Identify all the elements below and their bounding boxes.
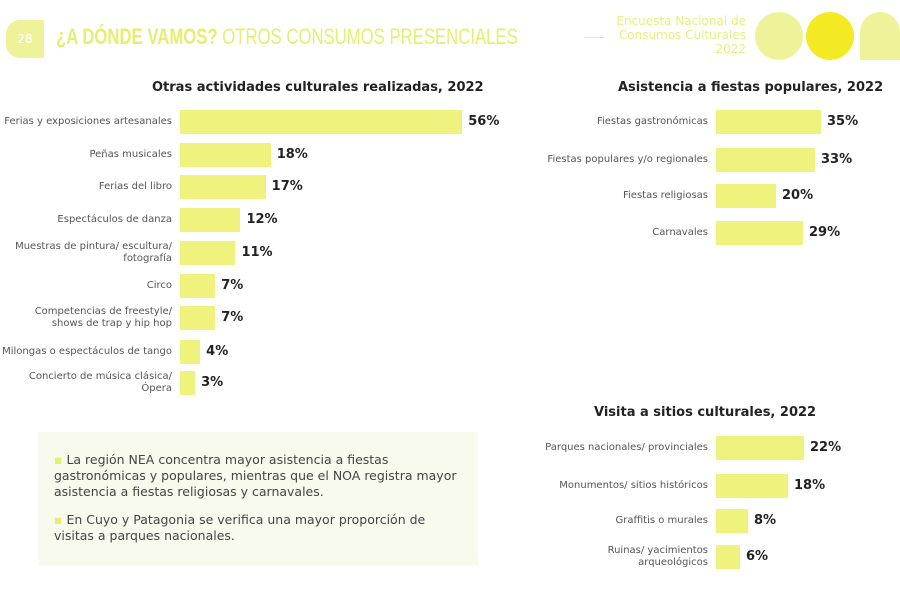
category-label: Peñas musicales (2, 143, 172, 167)
survey-line: 2022 (715, 42, 746, 56)
value-label: 18% (794, 478, 826, 493)
value-label: 7% (221, 310, 244, 325)
category-text: Circo (146, 280, 172, 291)
category-label: Fiestas gastronómicas (538, 110, 708, 134)
note-1: ▪ La región NEA concentra mayor asistenc… (54, 452, 462, 500)
category-text: Ruinas/ yacimientos arqueológicos (607, 545, 708, 568)
value-label: 12% (246, 212, 278, 227)
category-text: Monumentos/ sitios históricos (559, 480, 708, 491)
bar (716, 545, 740, 569)
highlights-box: ▪ La región NEA concentra mayor asistenc… (38, 432, 478, 566)
bullet-icon: ▪ (54, 512, 67, 527)
bar (716, 148, 815, 172)
bar (180, 175, 266, 199)
category-text: Concierto de música clásica/Ópera (28, 371, 172, 394)
category-label: Fiestas populares y/o regionales (538, 148, 708, 172)
bar (716, 110, 821, 134)
value-label: 4% (206, 344, 229, 359)
value-label: 20% (782, 188, 814, 203)
category-text: Milongas o espectáculos de tango (2, 346, 172, 357)
value-label: 6% (746, 549, 769, 564)
value-label: 8% (754, 513, 777, 528)
note-2: ▪ En Cuyo y Patagonia se verifica una ma… (54, 512, 462, 544)
category-label: Carnavales (538, 221, 708, 245)
note-text: La región NEA concentra mayor asistencia… (54, 452, 457, 499)
value-label: 56% (468, 114, 500, 129)
bar (716, 184, 776, 208)
page-title: ¿A DÓNDE VAMOS? OTROS CONSUMOS PRESENCIA… (56, 24, 518, 50)
value-label: 3% (201, 375, 224, 390)
category-text: Ferias y exposiciones artesanales (4, 116, 172, 127)
bar (180, 208, 241, 232)
category-label: Ferias del libro (2, 175, 172, 199)
survey-line: Encuesta Nacional de (616, 14, 746, 28)
category-label: Concierto de música clásica/Ópera (2, 371, 172, 395)
category-label: Parques nacionales/ provinciales (538, 436, 708, 460)
decorative-circle-yellow (806, 12, 854, 60)
category-text: Fiestas religiosas (623, 190, 708, 201)
survey-name: Encuesta Nacional de Consumos Culturales… (608, 14, 746, 56)
category-text: Ferias del libro (98, 181, 172, 192)
bar (180, 340, 201, 364)
page-number-badge: 28 (6, 20, 44, 58)
note-text: En Cuyo y Patagonia se verifica una mayo… (54, 512, 426, 543)
category-label: Muestras de pintura/ escultura/ fotograf… (2, 241, 172, 265)
category-label: Espectáculos de danza (2, 208, 172, 232)
title-subject: OTROS CONSUMOS PRESENCIALES (217, 24, 518, 49)
category-text: Espectáculos de danza (57, 214, 172, 225)
chart-title: Otras actividades culturales realizadas,… (152, 80, 484, 95)
value-label: 33% (821, 152, 853, 167)
bar (180, 306, 216, 330)
bar (180, 110, 463, 134)
bar (716, 474, 788, 498)
value-label: 22% (810, 440, 842, 455)
title-question: ¿A DÓNDE VAMOS? (56, 24, 218, 49)
category-text: Graffitis o murales (615, 515, 709, 526)
bar (716, 221, 803, 245)
value-label: 18% (276, 147, 308, 162)
category-text: Competencias de freestyle/ shows de trap… (34, 306, 172, 329)
category-label: Graffitis o murales (538, 509, 709, 533)
category-text: Peñas musicales (89, 149, 172, 160)
category-text: Fiestas gastronómicas (596, 116, 708, 127)
value-label: 29% (809, 225, 841, 240)
category-label: Competencias de freestyle/ shows de trap… (2, 306, 172, 330)
bar (180, 241, 236, 265)
category-label: Monumentos/ sitios históricos (538, 474, 708, 498)
decorative-arch (860, 12, 900, 60)
category-label: Milongas o espectáculos de tango (2, 340, 172, 364)
value-label: 17% (271, 179, 303, 194)
chart-title: Visita a sitios culturales, 2022 (594, 405, 817, 420)
survey-line: Consumos Culturales (618, 28, 746, 42)
bar (180, 274, 216, 298)
category-text: Carnavales (652, 227, 708, 238)
decorative-circle (755, 12, 803, 60)
category-label: Ruinas/ yacimientos arqueológicos (538, 545, 708, 569)
divider (584, 37, 604, 38)
bar (180, 143, 271, 167)
category-label: Ferias y exposiciones artesanales (2, 110, 172, 134)
bar (716, 509, 748, 533)
value-label: 7% (221, 278, 244, 293)
bar (180, 371, 196, 395)
bar (716, 436, 804, 460)
category-label: Fiestas religiosas (538, 184, 708, 208)
category-text: Muestras de pintura/ escultura/ fotograf… (15, 241, 172, 264)
category-label: Circo (2, 274, 172, 298)
chart-title: Asistencia a fiestas populares, 2022 (618, 80, 884, 95)
category-text: Parques nacionales/ provinciales (545, 442, 708, 453)
bullet-icon: ▪ (54, 452, 67, 467)
value-label: 35% (827, 114, 859, 129)
category-text: Fiestas populares y/o regionales (547, 154, 708, 165)
value-label: 11% (241, 245, 273, 260)
